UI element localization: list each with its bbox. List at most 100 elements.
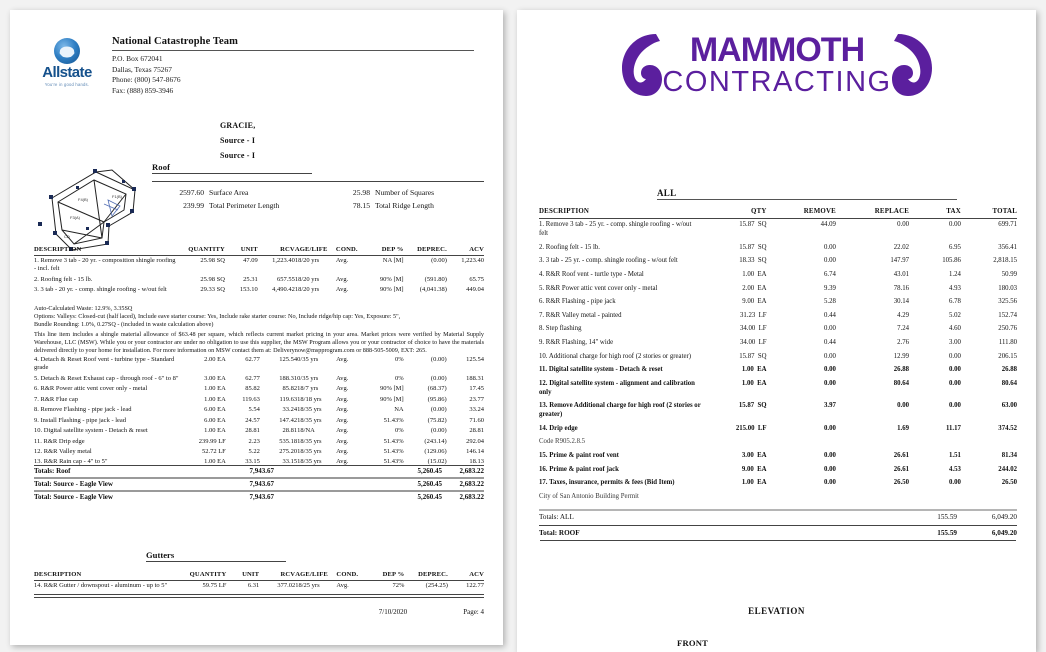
cell-cond: Avg. xyxy=(336,395,349,403)
letterhead: Allstate You're in good hands. National … xyxy=(34,36,474,96)
cell-unit: 28.81 xyxy=(245,427,260,435)
cell-deprec: (129.06) xyxy=(424,447,447,455)
address-line: Phone: (800) 547-8676 xyxy=(112,75,181,85)
cell-replace: 4.29 xyxy=(897,311,910,319)
col-total: TOTAL xyxy=(960,208,1017,219)
code-note: City of San Antonio Building Permit xyxy=(539,492,639,500)
section-label: ALL xyxy=(657,188,677,198)
cell-age-life: 18/35 yrs xyxy=(297,406,322,414)
totals-spacer xyxy=(350,478,394,491)
page-footer: 7/10/2020 Page: 4 xyxy=(34,608,484,616)
table-row: 17. Taxes, insurance, permits & fees (Bi… xyxy=(539,477,1017,491)
table-header-row: DESCRIPTION QUANTITY UNIT RCV AGE/LIFE C… xyxy=(34,246,484,256)
cell-description: 10. Additional charge for high roof (2 s… xyxy=(539,352,692,360)
cell-tax: 0.00 xyxy=(949,366,961,374)
cell-total: 244.02 xyxy=(998,465,1017,473)
allstate-hands-icon xyxy=(54,38,80,64)
roof-stat-label: Total Ridge Length xyxy=(375,201,434,211)
totals-row: Totals: ALL 155.59 6,049.20 xyxy=(539,511,1017,526)
gutters-heading: Gutters xyxy=(146,550,175,560)
table-row: 7. R&R Valley metal - painted 31.23 LF 0.4… xyxy=(539,309,1017,323)
cell-total: 250.76 xyxy=(998,325,1017,333)
cell-qty: 9.00 EA xyxy=(741,465,767,473)
table-row: 16. Prime & paint roof jack 9.00 EA 0.00 26… xyxy=(539,463,1017,477)
cell-tax: 0.00 xyxy=(949,479,961,487)
table-row: 8. Remove Flashing - pipe jack - lead 6.0… xyxy=(34,405,484,415)
totals-top-rule xyxy=(539,509,1017,512)
table-row: 15. Prime & paint roof vent 3.00 EA 0.00 26… xyxy=(539,450,1017,464)
col-quantity: QUANTITY xyxy=(176,246,225,256)
col-description: DESCRIPTION xyxy=(34,246,177,256)
cell-total: 374.52 xyxy=(998,424,1017,432)
col-quantity: QUANTITY xyxy=(178,571,227,581)
address-line: Dallas, Texas 75267 xyxy=(112,64,172,74)
cell-acv: 449.04 xyxy=(466,286,484,294)
table-row: 3. 3 tab - 20 yr. - comp. shingle roofin… xyxy=(34,285,484,295)
cell-description: 8. Step flashing xyxy=(539,325,582,333)
cell-acv: 18.13 xyxy=(469,458,484,466)
table-row: 5. Detach & Reset Exhaust cap - through … xyxy=(34,374,484,384)
col-rcv: RCV xyxy=(257,246,295,256)
totals-spacer xyxy=(194,491,232,503)
table-row: 9. R&R Flashing, 14" wide 34.00 LF 0.44 2.7… xyxy=(539,337,1017,351)
table-row: 13. R&R Rain cap - 4" to 5" 1.00 EA 33.15 3… xyxy=(34,457,484,467)
claim-block: GRACIE, Source - I Source - I xyxy=(220,118,255,164)
cell-qty: 15.87 SQ xyxy=(738,402,767,410)
code-note: Code R905.2.8.5 xyxy=(539,438,586,446)
cell-dep-pct: 90% [M] xyxy=(379,286,404,294)
cell-acv: 33.24 xyxy=(469,406,484,414)
cell-replace: 7.24 xyxy=(897,325,910,333)
cell-total: 81.34 xyxy=(1001,452,1017,460)
cell-rcv: 377.02 xyxy=(277,582,296,589)
roof-stat-value: 239.99 xyxy=(183,201,204,211)
cell-qty: 34.00 LF xyxy=(739,325,767,333)
totals-spacer xyxy=(274,478,318,491)
table-row: 7. R&R Flue cap 1.00 EA 119.63 119.63 18/18 … xyxy=(34,395,484,405)
table-row: 13. Remove Additional charge for high ro… xyxy=(539,400,1017,422)
table-row: 1. Remove 3 tab - 25 yr. - comp. shingle… xyxy=(539,219,1017,242)
cell-quantity: 3.00 EA xyxy=(204,374,226,382)
roof-stat: 239.99 Total Perimeter Length xyxy=(152,199,318,212)
table-row: 2. Roofing felt - 15 lb. 25.98 SQ 25.31 657… xyxy=(34,275,484,285)
cell-replace: 2.76 xyxy=(897,339,910,347)
cell-cond: Avg. xyxy=(335,286,349,294)
cell-total: 111.80 xyxy=(998,339,1017,347)
cell-description: 4. Detach & Reset Roof vent - turbine ty… xyxy=(34,356,175,372)
cell-description: 6. R&R Flashing - pipe jack xyxy=(539,298,616,306)
cell-description: 9. R&R Flashing, 14" wide xyxy=(539,339,614,347)
stats-rule-right xyxy=(318,181,484,182)
cell-quantity: 6.00 EA xyxy=(204,406,226,414)
totals-spacer xyxy=(350,466,394,479)
cell-cond: Avg. xyxy=(336,385,349,393)
totals-row: Totals: Roof 7,943.67 5,260.45 2,683.22 xyxy=(34,465,484,479)
cell-cond: Avg. xyxy=(336,458,349,466)
cell-description: 15. Prime & paint roof vent xyxy=(539,452,619,460)
totals-spacer xyxy=(274,466,318,479)
cell-description: 14. R&R Gutter / downspout - aluminum - … xyxy=(34,582,168,589)
cell-description: 6. R&R Power attic vent cover only - met… xyxy=(34,385,148,393)
cell-age-life: 18/35 yrs xyxy=(297,437,322,445)
cell-remove: 0.00 xyxy=(824,379,836,387)
svg-text:F4(B): F4(B) xyxy=(78,197,89,202)
cell-description: 13. Remove Additional charge for high ro… xyxy=(539,402,701,419)
cell-unit: 25.31 xyxy=(243,275,258,283)
totals-tax: 155.59 xyxy=(937,513,957,522)
col-age-life: AGE/LIFE xyxy=(295,571,337,581)
cell-age-life: 18/20 yrs xyxy=(294,257,320,264)
roof-stat-label: Surface Area xyxy=(209,188,249,197)
roof-stat: 78.15 Total Ridge Length xyxy=(318,199,484,212)
totals-total: 6,049.20 xyxy=(991,528,1017,537)
cell-dep-pct: 51.43% xyxy=(383,437,404,445)
cell-remove: 3.97 xyxy=(824,402,836,410)
table-row: 14. R&R Gutter / downspout - aluminum - … xyxy=(34,581,484,592)
svg-text:F1(B): F1(B) xyxy=(112,194,123,199)
note-line: Auto-Calculated Waste: 12.9%, 3.35SQ xyxy=(34,305,133,312)
cell-description: 16. Prime & paint roof jack xyxy=(539,465,619,473)
cell-deprec: (4,041.38) xyxy=(419,286,447,294)
totals-label: Total: ROOF xyxy=(539,528,580,537)
cell-acv: 1,223.40 xyxy=(461,257,484,264)
cell-quantity: 29.33 SQ xyxy=(200,286,225,294)
totals-spacer xyxy=(350,491,394,503)
table-row: 11. Digital satellite system - Detach & … xyxy=(539,364,1017,378)
cell-replace: 22.02 xyxy=(893,243,910,251)
